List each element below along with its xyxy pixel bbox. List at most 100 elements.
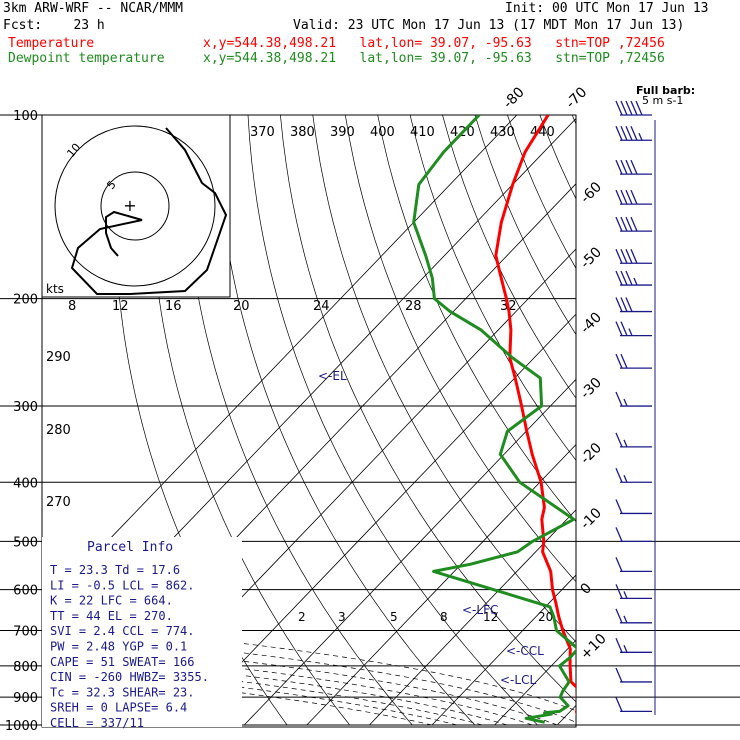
hodograph-center: + xyxy=(123,196,136,215)
wind-barb-flag xyxy=(630,125,638,141)
dry-adiabat xyxy=(215,115,476,726)
pressure-label: 600 xyxy=(13,584,38,599)
isotherm-label: -50 xyxy=(578,244,605,271)
wind-barb-flag xyxy=(615,353,623,369)
dry-adiabat xyxy=(377,115,576,522)
isotherm-line xyxy=(620,115,740,725)
isotherm-line xyxy=(494,639,576,726)
temperature-trace xyxy=(494,115,576,716)
isotherm-label: -80 xyxy=(500,84,527,111)
hodograph-speed-label: 28 xyxy=(405,299,422,314)
hodograph-speed-label: 16 xyxy=(165,299,182,314)
wind-barb-flag xyxy=(615,391,623,407)
isotherm-line xyxy=(42,115,518,611)
parcel-info-line: K = 22 LFC = 664. xyxy=(50,594,173,608)
theta-label: 430 xyxy=(490,125,515,140)
parcel-info-title: Parcel Info xyxy=(87,540,173,555)
dry-adiabat xyxy=(312,115,576,643)
hodograph-speed-label: 24 xyxy=(313,299,330,314)
wind-barb-flag xyxy=(625,100,633,116)
wind-barb-flag xyxy=(638,132,643,141)
wind-barb-flag xyxy=(623,645,628,653)
hodograph-speed-label: 20 xyxy=(233,299,250,314)
wind-barb-flag xyxy=(625,297,633,312)
wind-barb-flag xyxy=(630,248,638,264)
mixing-ratio-label: 2 xyxy=(298,610,306,624)
model-title: 3km ARW-WRF -- NCAR/MMM xyxy=(3,1,184,16)
dewpoint-legend: Dewpoint temperature xyxy=(8,51,165,66)
isotherm-line xyxy=(306,444,576,726)
dry-adiabat xyxy=(442,115,576,399)
wind-barb-flag xyxy=(620,159,628,175)
dry-adiabat xyxy=(734,115,740,725)
dry-adiabat xyxy=(149,115,350,726)
theta-label: 270 xyxy=(46,495,71,510)
wind-barb-flag xyxy=(628,328,633,336)
isotherm-line xyxy=(556,704,576,726)
mixing-ratio-label: 3 xyxy=(338,610,346,624)
parcel-info-line: CIN = -260 HWBZ= 3355. xyxy=(50,670,209,684)
wind-barb-flag xyxy=(615,667,623,683)
parcel-info-line: CAPE = 51 SWEAT= 166 xyxy=(50,655,195,669)
dry-adiabat xyxy=(474,115,576,336)
wind-barb-flag xyxy=(615,100,623,116)
dry-adiabat xyxy=(344,115,576,583)
theta-label: 290 xyxy=(46,350,71,365)
pressure-label: 200 xyxy=(13,293,38,308)
dry-adiabat xyxy=(539,115,576,200)
wind-barb-flag xyxy=(620,216,628,232)
isotherm-label: -40 xyxy=(578,310,605,337)
hodograph-panel xyxy=(41,114,231,298)
temperature-legend: Temperature xyxy=(8,36,95,51)
isotherm-line xyxy=(682,115,740,725)
level-marker: <-LFC xyxy=(462,603,498,617)
dewpoint-location: x,y=544.38,498.21 lat,lon= 39.07, -95.63… xyxy=(203,51,665,66)
theta-label: 380 xyxy=(290,125,315,140)
hodograph-units: kts xyxy=(46,282,64,296)
pressure-label: 300 xyxy=(13,400,38,415)
theta-label: 370 xyxy=(250,125,275,140)
dry-adiabat xyxy=(247,115,538,726)
wind-barb-flag xyxy=(625,159,633,175)
mixing-ratio-label: 20 xyxy=(538,610,553,624)
mixing-ratio-label: 5 xyxy=(390,610,398,624)
wind-barb-flag xyxy=(630,100,638,116)
wind-barb-flag xyxy=(615,527,623,542)
wind-barb-flag xyxy=(615,608,623,624)
hodograph-ring xyxy=(54,125,216,287)
wind-barb-flag xyxy=(615,248,623,264)
hodograph-speed-label: 8 xyxy=(68,299,76,314)
hodograph-ring xyxy=(100,171,170,241)
wind-barb-flag xyxy=(623,615,628,624)
wind-barb-flag xyxy=(615,189,623,205)
wind-barb-flag xyxy=(615,216,623,232)
isotherm-line xyxy=(431,574,576,726)
wind-barb-flag xyxy=(625,216,633,232)
parcel-info-line: CELL = 337/11 xyxy=(50,716,144,730)
wind-barb-flag xyxy=(615,468,623,483)
isotherm-label: -20 xyxy=(578,440,605,467)
pressure-label: 1000 xyxy=(5,719,38,734)
dry-adiabat xyxy=(637,115,740,725)
wind-barb-flag xyxy=(620,248,628,264)
dry-adiabat xyxy=(702,115,740,725)
wind-barb-flag xyxy=(615,638,623,653)
wind-barb-flag xyxy=(623,475,628,483)
wind-barb-flag xyxy=(620,100,628,116)
wind-barb-flag xyxy=(630,189,638,205)
wind-barb-flag xyxy=(620,270,628,286)
parcel-info-line: SVI = 2.4 CCL = 774. xyxy=(50,624,195,638)
temperature-location: x,y=544.38,498.21 lat,lon= 39.07, -95.63… xyxy=(203,36,665,51)
level-marker: <-CCL xyxy=(506,644,544,658)
isotherm-line xyxy=(369,509,576,726)
parcel-info-line: Tc = 32.3 SHEAR= 23. xyxy=(50,685,195,699)
parcel-info-line: PW = 2.48 YGP = 0.1 xyxy=(50,640,187,654)
isotherm-line xyxy=(243,378,576,726)
hodograph-trace xyxy=(70,127,228,295)
wind-barb-flag xyxy=(635,100,643,116)
dewpoint-trace xyxy=(412,115,576,724)
wind-barb-flag xyxy=(623,591,628,599)
theta-label: 400 xyxy=(370,125,395,140)
wind-barb-flag xyxy=(620,189,628,205)
